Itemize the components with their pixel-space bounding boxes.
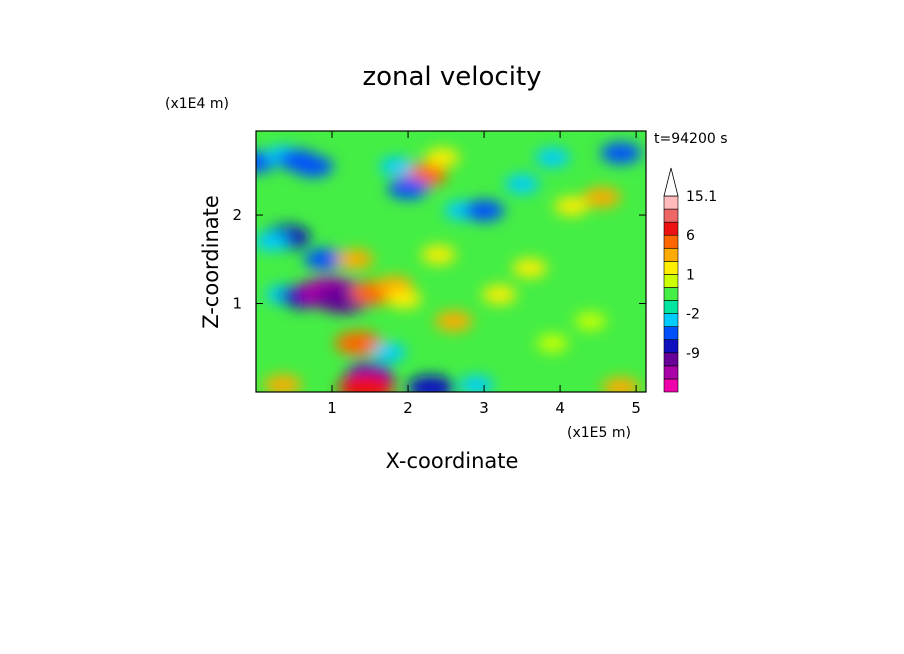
velocity-region bbox=[504, 174, 540, 194]
colorbar-label: 1 bbox=[686, 267, 695, 283]
colorbar-swatch bbox=[663, 378, 679, 393]
x-tick-label: 2 bbox=[403, 399, 413, 417]
x-tick-label: 5 bbox=[631, 399, 641, 417]
velocity-region bbox=[387, 289, 422, 309]
velocity-region bbox=[463, 199, 505, 222]
velocity-region bbox=[482, 285, 517, 305]
velocity-region bbox=[387, 177, 429, 200]
colorbar-swatch bbox=[663, 287, 679, 301]
x-axis: 1 2 3 4 5 bbox=[327, 131, 641, 417]
colorbar-swatch bbox=[663, 352, 679, 367]
colorbar-swatch bbox=[663, 208, 679, 223]
y-unit-label: (x1E4 m) bbox=[165, 96, 229, 112]
velocity-region bbox=[459, 375, 494, 392]
y-axis-title: Z-coordinate bbox=[199, 195, 223, 329]
y-axis: 12 bbox=[232, 206, 646, 313]
velocity-field bbox=[256, 142, 642, 392]
velocity-region bbox=[434, 311, 473, 332]
colorbar-swatch bbox=[663, 234, 679, 249]
x-axis-title: X-coordinate bbox=[386, 449, 519, 473]
velocity-region bbox=[371, 342, 407, 362]
velocity-region bbox=[512, 258, 547, 278]
velocity-region bbox=[263, 374, 302, 392]
colorbar-label: 6 bbox=[686, 228, 695, 244]
colorbar: 15.1 6 1 -2 -9 bbox=[663, 167, 717, 393]
colorbar-label: -9 bbox=[686, 346, 700, 362]
velocity-region bbox=[425, 148, 460, 167]
colorbar-swatch bbox=[663, 274, 679, 288]
colorbar-label: 15.1 bbox=[686, 189, 717, 205]
colorbar-swatch bbox=[663, 365, 679, 380]
colorbar-extend-arrow bbox=[663, 167, 679, 197]
colorbar-swatch bbox=[663, 313, 679, 327]
velocity-region bbox=[379, 156, 414, 176]
velocity-region bbox=[407, 375, 455, 392]
chart-title: zonal velocity bbox=[362, 62, 541, 92]
colorbar-swatch bbox=[663, 247, 679, 262]
velocity-region bbox=[304, 248, 345, 271]
velocity-region bbox=[554, 196, 589, 216]
x-tick-label: 1 bbox=[327, 399, 337, 417]
velocity-region bbox=[335, 331, 383, 356]
velocity-region bbox=[337, 373, 395, 392]
colorbar-swatch bbox=[663, 221, 679, 236]
plot-area bbox=[256, 131, 646, 392]
velocity-region bbox=[421, 245, 456, 265]
colorbar-swatch bbox=[663, 326, 679, 341]
velocity-region bbox=[336, 249, 374, 270]
velocity-region bbox=[574, 312, 607, 330]
x-unit-label: (x1E5 m) bbox=[567, 425, 631, 441]
colorbar-swatch bbox=[663, 195, 679, 210]
x-tick-label: 4 bbox=[555, 399, 565, 417]
colorbar-swatch bbox=[663, 261, 679, 275]
velocity-region bbox=[256, 232, 289, 251]
velocity-region bbox=[292, 155, 334, 178]
velocity-region bbox=[602, 377, 640, 392]
y-tick-label: 2 bbox=[232, 206, 242, 224]
velocity-region bbox=[600, 142, 642, 164]
x-tick-label: 3 bbox=[479, 399, 489, 417]
colorbar-swatch bbox=[663, 339, 679, 354]
velocity-region bbox=[536, 334, 569, 353]
plot-frame bbox=[255, 130, 647, 393]
colorbar-label: -2 bbox=[686, 307, 700, 323]
colorbar-swatch bbox=[663, 300, 679, 314]
time-label: t=94200 s bbox=[654, 131, 728, 147]
velocity-region bbox=[583, 187, 621, 208]
velocity-region bbox=[535, 148, 570, 167]
y-tick-label: 1 bbox=[232, 295, 242, 313]
